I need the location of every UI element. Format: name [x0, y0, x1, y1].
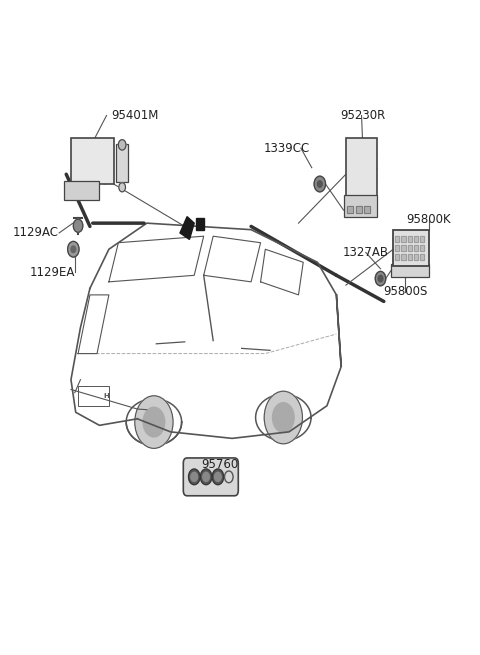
Bar — [408, 236, 412, 242]
Bar — [395, 253, 399, 260]
Circle shape — [200, 469, 212, 485]
Text: 95800K: 95800K — [407, 214, 451, 227]
FancyBboxPatch shape — [391, 264, 429, 277]
Circle shape — [212, 469, 224, 485]
Text: 95401M: 95401M — [111, 109, 159, 122]
FancyBboxPatch shape — [117, 143, 128, 182]
Bar — [364, 206, 370, 214]
Text: 1327AB: 1327AB — [343, 246, 389, 259]
Circle shape — [71, 246, 76, 252]
Bar — [348, 206, 353, 214]
Text: 95800S: 95800S — [383, 285, 427, 298]
Circle shape — [264, 391, 302, 444]
Circle shape — [119, 140, 126, 150]
Bar — [420, 236, 424, 242]
Circle shape — [215, 472, 221, 481]
Bar — [414, 236, 418, 242]
Bar — [420, 245, 424, 251]
Text: 1339CC: 1339CC — [264, 141, 310, 155]
Circle shape — [73, 219, 83, 233]
FancyBboxPatch shape — [346, 138, 377, 197]
Circle shape — [317, 181, 322, 187]
Bar — [408, 236, 412, 242]
Bar — [414, 245, 418, 251]
Bar — [414, 236, 418, 242]
Bar — [420, 253, 424, 260]
FancyBboxPatch shape — [393, 230, 429, 265]
Bar — [414, 245, 418, 251]
Text: 95230R: 95230R — [340, 109, 385, 122]
Circle shape — [273, 403, 294, 432]
Circle shape — [135, 396, 173, 449]
Bar — [401, 253, 406, 260]
Bar — [408, 253, 412, 260]
Circle shape — [191, 472, 198, 481]
FancyBboxPatch shape — [64, 181, 99, 200]
Bar — [395, 245, 399, 251]
Bar — [420, 236, 424, 242]
Text: 1129AC: 1129AC — [13, 227, 59, 240]
Circle shape — [203, 472, 209, 481]
Bar — [356, 206, 361, 214]
Bar — [408, 245, 412, 251]
Bar — [348, 206, 353, 214]
Circle shape — [68, 242, 79, 257]
Text: 95760: 95760 — [202, 458, 239, 471]
Bar — [356, 206, 361, 214]
Bar — [414, 253, 418, 260]
Circle shape — [143, 407, 165, 437]
Bar — [364, 206, 370, 214]
Bar — [395, 253, 399, 260]
Bar — [420, 245, 424, 251]
Circle shape — [119, 183, 125, 192]
Bar — [78, 386, 109, 405]
Text: 1129EA: 1129EA — [29, 265, 75, 278]
Bar — [414, 253, 418, 260]
Bar — [420, 253, 424, 260]
FancyBboxPatch shape — [71, 138, 114, 184]
Bar — [401, 236, 406, 242]
Bar — [401, 245, 406, 251]
Bar — [395, 236, 399, 242]
Bar — [401, 245, 406, 251]
Circle shape — [189, 469, 200, 485]
Circle shape — [314, 176, 325, 192]
Text: H: H — [104, 393, 109, 399]
Bar — [408, 245, 412, 251]
Bar — [196, 218, 204, 230]
Bar — [408, 253, 412, 260]
Bar — [395, 236, 399, 242]
Bar — [395, 245, 399, 251]
Bar — [401, 253, 406, 260]
Circle shape — [375, 271, 386, 286]
Bar — [401, 236, 406, 242]
FancyBboxPatch shape — [344, 195, 377, 217]
Polygon shape — [180, 217, 194, 240]
Circle shape — [378, 275, 383, 282]
FancyBboxPatch shape — [183, 458, 238, 496]
